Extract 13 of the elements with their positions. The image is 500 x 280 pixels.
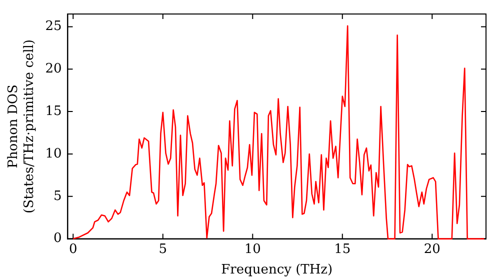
x-tick-label: 20	[424, 242, 440, 257]
x-tick-label: 5	[158, 242, 168, 257]
y-tick-label: 10	[45, 146, 62, 162]
x-tick-label: 10	[244, 242, 261, 257]
x-tick-label: 0	[68, 242, 78, 257]
x-axis-title: Frequency (THz)	[221, 262, 333, 278]
x-tick-label: 15	[334, 242, 351, 257]
y-tick-label: 5	[53, 188, 62, 204]
y-tick-label: 25	[45, 19, 62, 34]
y-tick-label: 20	[45, 62, 62, 77]
y-axis-title: Phonon DOS (States/THz·primitive cell)	[6, 39, 37, 214]
y-tick-label: 15	[45, 104, 62, 119]
y-tick-label: 0	[53, 231, 62, 246]
